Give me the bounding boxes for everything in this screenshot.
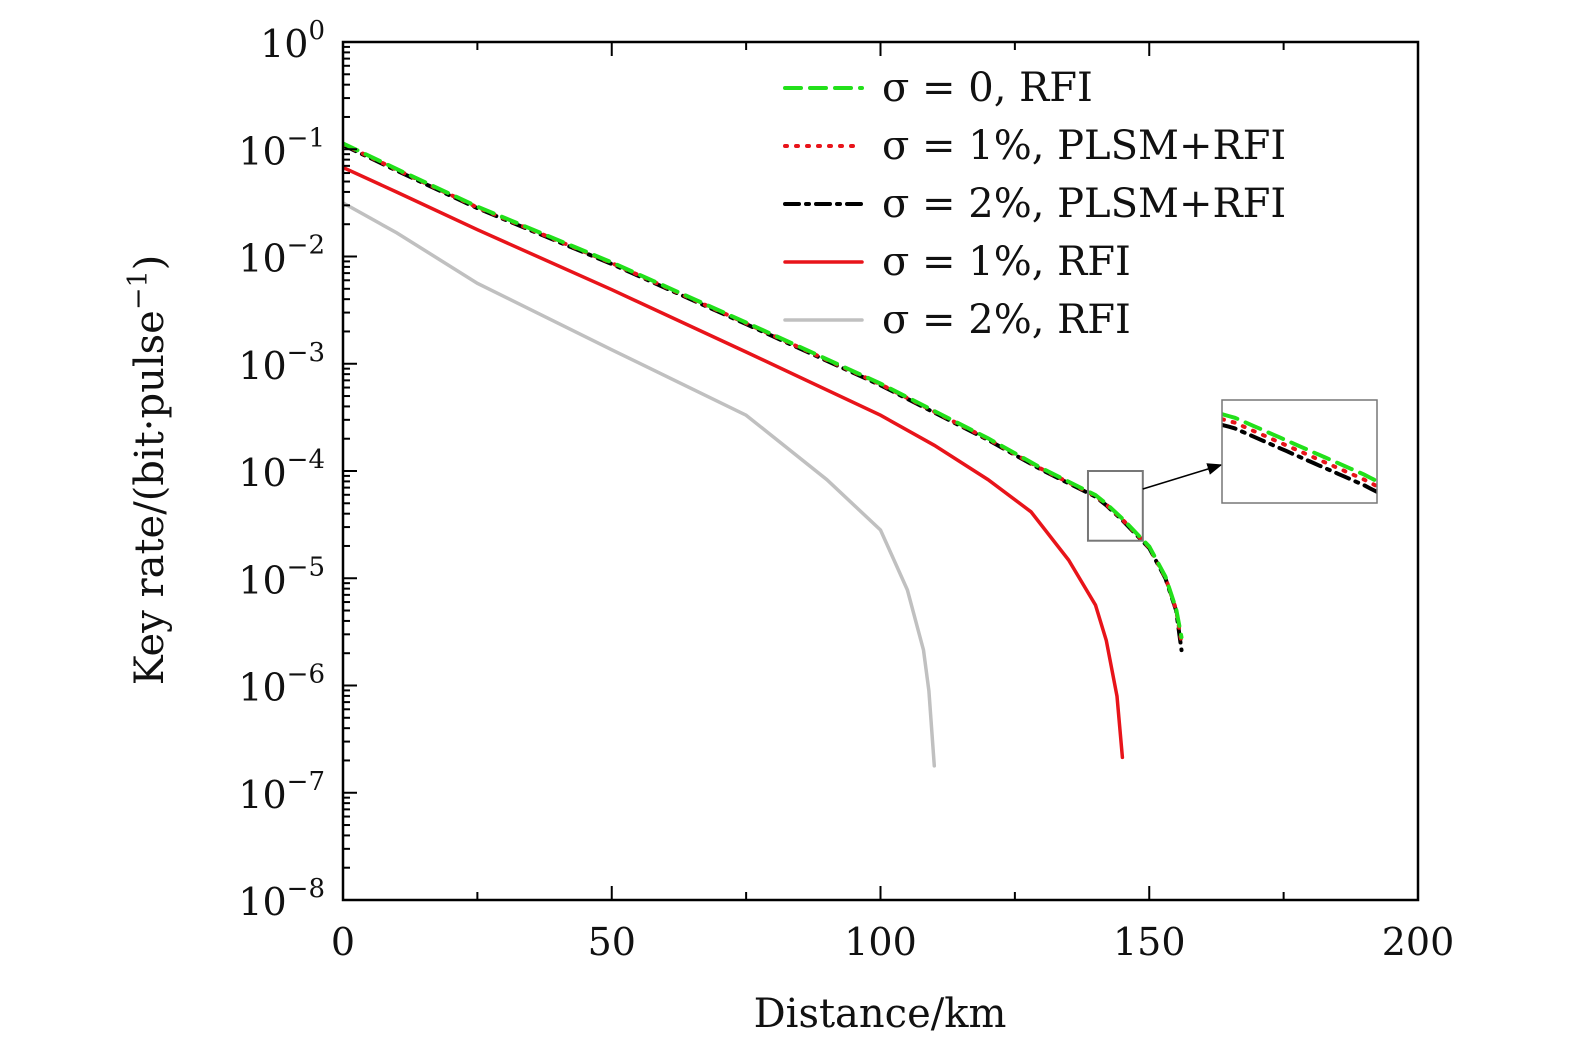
legend-label: σ = 1%, PLSM+RFI <box>882 123 1286 169</box>
y-axis-label: Key rate/(bit·pulse−1) <box>123 255 173 686</box>
legend-label: σ = 1%, RFI <box>882 239 1131 285</box>
legend-label: σ = 2%, RFI <box>882 297 1131 343</box>
legend-label: σ = 2%, PLSM+RFI <box>882 181 1286 227</box>
y-tick-label: 10−1 <box>238 123 325 173</box>
series-line-4 <box>343 201 937 768</box>
inset-series-line-0 <box>1222 412 1377 484</box>
y-tick-label: 10−3 <box>238 338 325 388</box>
legend-label: σ = 0, RFI <box>882 65 1093 111</box>
plot-frame <box>341 40 1420 902</box>
series-line-1 <box>343 142 1184 645</box>
series-line-3 <box>343 165 1125 760</box>
inset-series-line-1 <box>1222 417 1377 489</box>
x-tick-label: 200 <box>1382 920 1455 964</box>
y-tick-label: 10−2 <box>238 231 325 281</box>
inset-series-line-2 <box>1222 422 1377 494</box>
x-tick-label: 50 <box>588 920 636 964</box>
legend: σ = 0, RFI σ = 1%, PLSM+RFI σ = 2%, PLSM+R… <box>783 65 1286 343</box>
x-axis-label: Distance/km <box>754 991 1007 1037</box>
zoom-region-box <box>1086 470 1144 542</box>
zoom-arrow <box>1142 463 1223 490</box>
x-tick-label: 0 <box>331 920 355 964</box>
y-tick-label: 10−6 <box>238 660 325 710</box>
y-tick-label: 10−8 <box>238 874 325 924</box>
y-tick-label: 10−7 <box>238 767 325 817</box>
x-tick-label: 100 <box>844 920 917 964</box>
x-tick-label: 150 <box>1113 920 1186 964</box>
y-tick-label: 100 <box>260 16 325 66</box>
inset-frame <box>1221 399 1378 504</box>
inset-plot <box>1222 412 1377 494</box>
y-tick-label: 10−4 <box>238 445 325 495</box>
y-tick-label: 10−5 <box>238 552 325 602</box>
series-line-0 <box>343 141 1184 640</box>
